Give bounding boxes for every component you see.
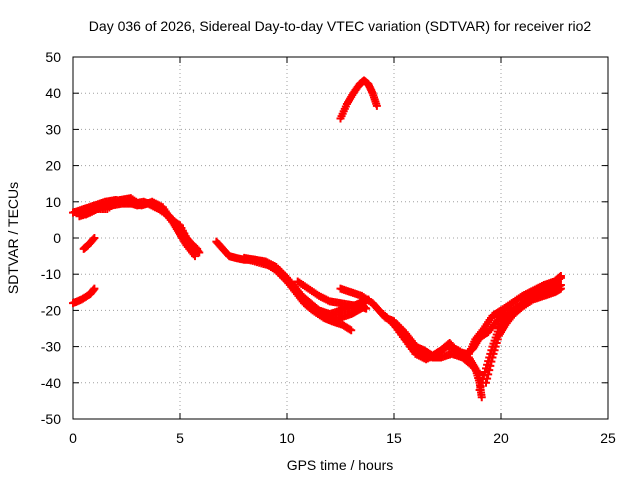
x-tick-label: 15 xyxy=(386,430,402,446)
y-tick-label: 40 xyxy=(45,85,61,101)
series-track-e xyxy=(79,234,99,253)
data-point xyxy=(483,374,492,383)
data-point xyxy=(193,244,202,253)
x-axis-label: GPS time / hours xyxy=(287,457,394,473)
data-point xyxy=(486,361,495,370)
y-tick-label: 0 xyxy=(53,230,61,246)
y-tick-label: -40 xyxy=(41,375,61,391)
data-point xyxy=(482,378,491,387)
x-tick-label: 0 xyxy=(69,430,77,446)
x-tick-label: 25 xyxy=(600,430,616,446)
series-track-i xyxy=(293,277,371,313)
y-axis-label: SDTVAR / TECUs xyxy=(5,182,21,294)
series-track-c xyxy=(81,194,202,253)
data-point xyxy=(556,284,565,293)
y-tick-label: 20 xyxy=(45,158,61,174)
data-point xyxy=(191,243,200,252)
data-point xyxy=(89,235,98,244)
data-point xyxy=(362,304,371,313)
series-track-d xyxy=(69,284,99,308)
data-point xyxy=(485,366,494,375)
data-point xyxy=(372,101,381,110)
y-tick-label: -50 xyxy=(41,411,61,427)
data-point xyxy=(90,234,99,242)
data-point xyxy=(477,393,486,402)
data-point xyxy=(190,252,199,261)
y-tick-label: -30 xyxy=(41,339,61,355)
y-tick-label: 10 xyxy=(45,194,61,210)
chart-title: Day 036 of 2026, Sidereal Day-to-day VTE… xyxy=(89,18,592,34)
series-track-k xyxy=(336,284,484,378)
y-tick-label: 50 xyxy=(45,49,61,65)
series-track-p xyxy=(482,284,565,387)
data-points xyxy=(69,76,565,402)
x-tick-label: 5 xyxy=(176,430,184,446)
y-tick-label: -20 xyxy=(41,302,61,318)
data-point xyxy=(90,284,99,293)
series-track-j xyxy=(336,76,381,123)
data-point xyxy=(487,357,496,366)
y-tick-label: 30 xyxy=(45,121,61,137)
axis-ticks: 0 5 10 15 20 25 50 40 30 20 10 0 -10 -20 -30 -40 -50 xyxy=(41,49,616,446)
data-point xyxy=(484,370,493,379)
y-tick-label: -10 xyxy=(41,266,61,282)
x-tick-label: 10 xyxy=(279,430,295,446)
data-point xyxy=(347,326,356,335)
x-tick-label: 20 xyxy=(493,430,509,446)
data-point xyxy=(556,272,565,281)
